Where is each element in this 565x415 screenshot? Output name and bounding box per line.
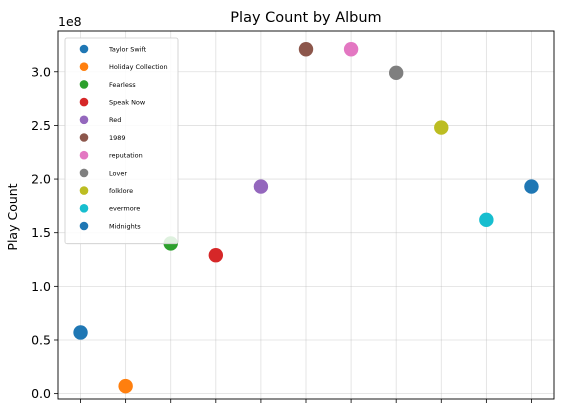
legend-label: Midnights	[109, 222, 141, 230]
y-tick-label: 0.5	[31, 332, 51, 347]
legend-marker	[79, 80, 89, 89]
legend-marker	[79, 186, 89, 195]
data-point	[298, 42, 314, 57]
y-tick-label: 1.0	[31, 279, 51, 294]
y-tick-label: 0.0	[31, 386, 51, 401]
data-point	[208, 248, 224, 263]
legend-label: Red	[109, 116, 121, 124]
legend-marker	[79, 168, 89, 178]
plot-frame	[57, 30, 555, 400]
legend-label: folklore	[109, 187, 133, 195]
legend-label: Taylor Swift	[108, 45, 147, 53]
legend-label: Fearless	[109, 81, 136, 89]
y-tick-label: 3.0	[31, 64, 51, 79]
data-point	[388, 65, 404, 81]
data-point	[73, 325, 88, 340]
data-point	[479, 212, 494, 228]
y-tick-label: 2.5	[31, 118, 51, 133]
y-tick-label: 1.5	[31, 225, 51, 240]
y-tick-label: 2.0	[31, 172, 51, 187]
legend-label: Lover	[109, 169, 127, 177]
legend-label: Holiday Collection	[109, 63, 168, 71]
data-point	[524, 179, 539, 194]
legend-marker	[79, 115, 89, 125]
legend-marker	[79, 221, 89, 231]
legend-label: reputation	[109, 152, 143, 160]
legend-label: evermore	[109, 205, 140, 213]
data-point	[118, 378, 133, 394]
data-point	[343, 42, 359, 57]
data-point	[253, 179, 269, 194]
legend-marker	[79, 150, 89, 160]
legend-label: 1989	[109, 134, 126, 142]
y-axis-multiplier: 1e8	[58, 14, 82, 29]
legend-marker	[79, 44, 89, 54]
legend-frame	[64, 37, 179, 245]
legend: Taylor Swift Holiday Collection Fearless Sp…	[64, 37, 179, 245]
chart-title: Play Count by Album	[230, 10, 381, 26]
data-point	[434, 120, 449, 135]
axis-ticks: 0.0 0.5 1.0 1.5 2.0 2.5 3.0	[31, 64, 532, 403]
legend-marker	[79, 97, 89, 107]
legend-marker	[79, 204, 89, 213]
legend-marker	[79, 62, 89, 71]
legend-marker	[79, 133, 89, 142]
legend-label: Speak Now	[109, 99, 146, 107]
data-points	[73, 42, 539, 394]
grid	[58, 31, 554, 399]
y-axis-title: Play Count	[5, 183, 20, 250]
